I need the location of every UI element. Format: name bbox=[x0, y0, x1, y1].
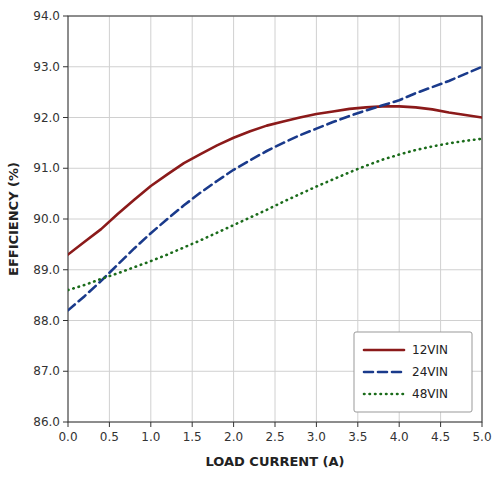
tick-mark bbox=[150, 422, 151, 427]
tick-label: 0.0 bbox=[58, 430, 77, 444]
tick-mark bbox=[63, 16, 68, 17]
lines bbox=[68, 67, 482, 311]
tick-label: 1.5 bbox=[183, 430, 202, 444]
tick-label: 4.5 bbox=[431, 430, 450, 444]
tick-label: 2.0 bbox=[224, 430, 243, 444]
tick-mark bbox=[63, 117, 68, 118]
plot-frame bbox=[68, 16, 482, 422]
tick-mark bbox=[192, 422, 193, 427]
tick-mark bbox=[233, 422, 234, 427]
tick-mark bbox=[63, 422, 68, 423]
tick-label: 4.0 bbox=[390, 430, 409, 444]
tick-label: 0.5 bbox=[100, 430, 119, 444]
legend: 12VIN 24VIN 48VIN bbox=[354, 332, 472, 412]
legend-swatch bbox=[364, 393, 404, 396]
tick-label: 90.0 bbox=[33, 212, 60, 226]
tick-label: 3.0 bbox=[307, 430, 326, 444]
grid bbox=[68, 16, 482, 422]
tick-label: 92.0 bbox=[33, 111, 60, 125]
x-axis-label: LOAD CURRENT (A) bbox=[205, 454, 344, 469]
legend-swatch bbox=[364, 371, 404, 374]
legend-label: 12VIN bbox=[412, 343, 448, 357]
series-line bbox=[68, 139, 482, 290]
legend-swatch bbox=[364, 349, 404, 352]
tick-mark bbox=[399, 422, 400, 427]
tick-label: 3.5 bbox=[348, 430, 367, 444]
tick-label: 88.0 bbox=[33, 314, 60, 328]
legend-label: 48VIN bbox=[412, 387, 448, 401]
tick-mark bbox=[357, 422, 358, 427]
tick-label: 2.5 bbox=[265, 430, 284, 444]
tick-mark bbox=[482, 422, 483, 427]
tick-mark bbox=[440, 422, 441, 427]
legend-label: 24VIN bbox=[412, 365, 448, 379]
grid-line bbox=[68, 117, 482, 118]
tick-label: 94.0 bbox=[33, 9, 60, 23]
tick-label: 89.0 bbox=[33, 263, 60, 277]
tick-label: 1.0 bbox=[141, 430, 160, 444]
tick-label: 93.0 bbox=[33, 60, 60, 74]
y-axis-label: EFFICIENCY (%) bbox=[6, 162, 21, 276]
series-line bbox=[68, 67, 482, 311]
tick-label: 86.0 bbox=[33, 415, 60, 429]
axes: 0.0 0.5 1.0 1.5 2.0 2.5 3.0 3.5 4.0 4.5 5.0 86.0 87.… bbox=[33, 9, 491, 444]
tick-mark bbox=[63, 219, 68, 220]
tick-mark bbox=[68, 422, 69, 427]
grid-line bbox=[68, 66, 482, 67]
grid-line bbox=[68, 168, 482, 169]
tick-mark bbox=[316, 422, 317, 427]
tick-mark bbox=[275, 422, 276, 427]
tick-mark bbox=[63, 320, 68, 321]
tick-mark bbox=[63, 269, 68, 270]
tick-label: 87.0 bbox=[33, 364, 60, 378]
tick-mark bbox=[63, 66, 68, 67]
tick-mark bbox=[63, 168, 68, 169]
tick-mark bbox=[63, 371, 68, 372]
tick-label: 5.0 bbox=[472, 430, 491, 444]
chart: 0.0 0.5 1.0 1.5 2.0 2.5 3.0 3.5 4.0 4.5 5.0 86.0 87.… bbox=[0, 0, 500, 480]
grid-line bbox=[68, 320, 482, 321]
legend-box bbox=[354, 332, 472, 412]
tick-label: 91.0 bbox=[33, 161, 60, 175]
series-line bbox=[68, 106, 482, 254]
grid-line bbox=[68, 219, 482, 220]
tick-mark bbox=[109, 422, 110, 427]
